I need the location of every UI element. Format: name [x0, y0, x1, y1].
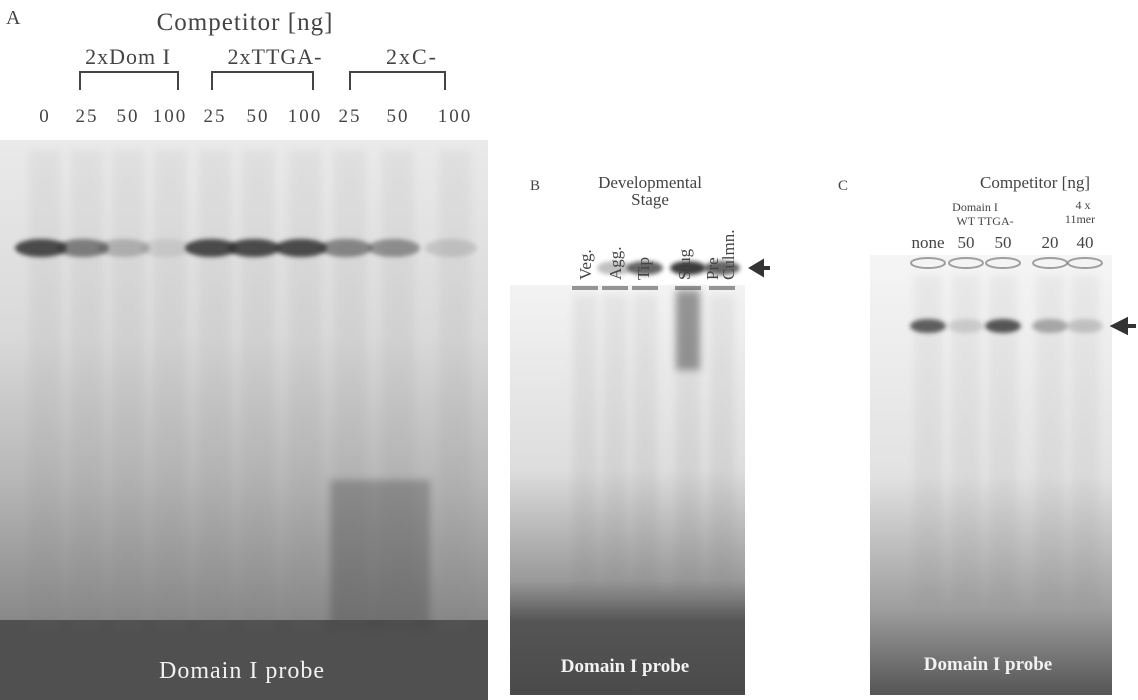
arrow — [748, 258, 770, 278]
well — [572, 286, 598, 290]
lane-label: 0 — [39, 106, 51, 127]
panel-label: B — [530, 178, 540, 194]
probe-label: Domain I probe — [561, 656, 689, 677]
band — [140, 239, 192, 257]
lane-streak — [112, 150, 144, 630]
lane-label: Pre — [703, 257, 722, 280]
lane-streak — [573, 295, 597, 595]
smear — [330, 480, 430, 630]
well — [602, 286, 628, 290]
lane-label: 25 — [76, 106, 99, 127]
lane-label: Veg. — [576, 249, 595, 280]
group-label: 11mer — [1065, 212, 1095, 226]
panel-title: Competitor [ng] — [157, 9, 334, 36]
band — [185, 239, 237, 257]
lane-streak — [29, 150, 61, 630]
lane-label: none — [911, 233, 944, 252]
panel-label: A — [6, 7, 21, 29]
lane-streak — [289, 150, 321, 630]
gel-b — [510, 285, 745, 695]
probe-label: Domain I probe — [924, 654, 1052, 675]
lane-label: 100 — [288, 106, 323, 127]
band — [98, 239, 150, 257]
bracket — [79, 71, 446, 90]
band — [948, 319, 984, 333]
panel-title: Competitor [ng] — [980, 173, 1090, 192]
lane-label: 20 — [1042, 233, 1059, 252]
group-label: 4 x — [1076, 198, 1091, 212]
band — [228, 239, 280, 257]
group-label: 2xDom I — [85, 44, 171, 69]
lane-label: 100 — [438, 106, 473, 127]
well — [632, 286, 658, 290]
band — [670, 261, 706, 275]
band — [275, 239, 327, 257]
gel-c-lanes — [910, 257, 1103, 605]
lane-label: 40 — [1077, 233, 1094, 252]
band — [57, 239, 109, 257]
group-label: 2xTTGA- — [228, 44, 323, 69]
lane-label: 50 — [117, 106, 140, 127]
well — [985, 257, 1021, 269]
gel-a-front — [0, 620, 488, 700]
band — [597, 261, 633, 275]
lane-streak — [710, 295, 734, 595]
lane-label: 50 — [247, 106, 270, 127]
gel-b-lanes — [572, 261, 740, 595]
band — [704, 261, 740, 275]
panel-title: Developmental — [598, 173, 702, 192]
band — [985, 319, 1021, 333]
lane-label: Tip — [634, 257, 653, 280]
panel-title: Stage — [631, 190, 669, 209]
probe-label: Domain I probe — [159, 658, 325, 684]
panel-label: C — [838, 178, 848, 194]
band — [368, 239, 420, 257]
lane-label: 50 — [958, 233, 975, 252]
lane-streak — [439, 150, 471, 630]
lane-streak — [154, 150, 186, 630]
arrow — [1109, 316, 1136, 336]
well — [675, 286, 701, 290]
lane-streak — [633, 295, 657, 595]
well — [948, 257, 984, 269]
band — [15, 239, 67, 257]
lane-streak — [199, 150, 231, 630]
band — [1067, 319, 1103, 333]
lane-label: 25 — [204, 106, 227, 127]
well — [709, 286, 735, 290]
lane-label: 50 — [387, 106, 410, 127]
group-label: WT TTGA- — [956, 214, 1013, 228]
lane-label: Culmn. — [719, 229, 738, 280]
lane-label: Slug — [675, 248, 694, 280]
band — [320, 239, 372, 257]
band — [910, 319, 946, 333]
lane-label: Agg. — [606, 246, 625, 280]
lane-label: 100 — [153, 106, 188, 127]
gel-a-lanes — [15, 150, 477, 630]
group-label: 2xC- — [386, 44, 438, 69]
lane-streak — [242, 150, 274, 630]
smear — [676, 290, 700, 370]
band — [627, 261, 663, 275]
lane-label: 50 — [995, 233, 1012, 252]
well — [1067, 257, 1103, 269]
band — [1032, 319, 1068, 333]
lane-streak — [603, 295, 627, 595]
lane-label: 25 — [339, 106, 362, 127]
well — [910, 257, 946, 269]
band — [425, 239, 477, 257]
group-label: Domain I — [952, 200, 998, 214]
lane-streak — [71, 150, 103, 630]
